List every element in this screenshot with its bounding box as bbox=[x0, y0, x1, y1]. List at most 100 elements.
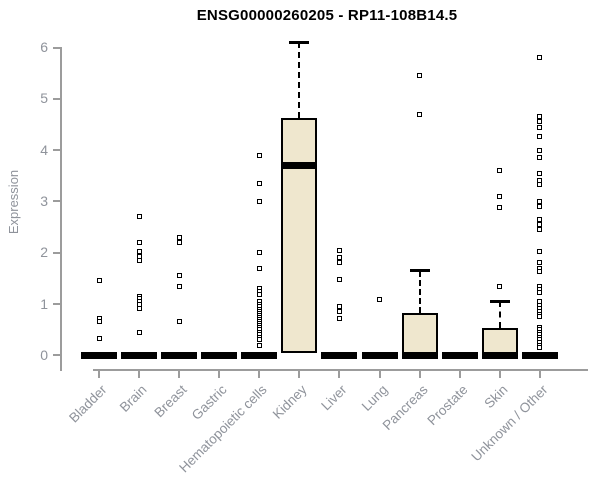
whisker-pancreas bbox=[418, 270, 421, 314]
outlier-point bbox=[537, 114, 543, 120]
outlier-point bbox=[537, 268, 543, 274]
outlier-point bbox=[417, 111, 423, 117]
outlier-point bbox=[537, 314, 543, 320]
median-brain bbox=[121, 351, 158, 359]
outlier-point bbox=[96, 318, 102, 324]
y-tick-label: 4 bbox=[40, 141, 48, 158]
outlier-point bbox=[537, 182, 543, 188]
whisker-skin bbox=[498, 301, 501, 329]
median-kidney bbox=[281, 161, 318, 169]
outlier-point bbox=[256, 342, 262, 348]
outlier-point bbox=[336, 304, 342, 310]
outlier-point bbox=[176, 234, 182, 240]
x-axis-tick bbox=[458, 370, 461, 378]
chart-title: ENSG00000260205 - RP11-108B14.5 bbox=[196, 7, 458, 24]
whisker-cap-skin bbox=[489, 299, 510, 303]
outlier-point bbox=[497, 168, 503, 174]
y-axis-line bbox=[60, 47, 62, 371]
outlier-point bbox=[537, 260, 543, 266]
y-tick-label: 5 bbox=[40, 90, 48, 107]
outlier-point bbox=[96, 278, 102, 284]
y-axis-tick bbox=[53, 251, 61, 254]
outlier-point bbox=[537, 227, 543, 233]
whisker-cap-kidney bbox=[289, 40, 310, 44]
outlier-point bbox=[136, 239, 142, 245]
outlier-point bbox=[256, 337, 262, 343]
outlier-point bbox=[537, 290, 543, 296]
y-axis-tick bbox=[53, 97, 61, 100]
outlier-point bbox=[537, 147, 543, 153]
outlier-point bbox=[176, 239, 182, 245]
x-axis-tick bbox=[338, 370, 341, 378]
y-axis-tick bbox=[53, 200, 61, 203]
outlier-point bbox=[537, 204, 543, 210]
median-bladder bbox=[81, 351, 117, 359]
outlier-point bbox=[136, 249, 142, 255]
box-pancreas bbox=[401, 313, 438, 356]
outlier-point bbox=[537, 221, 543, 227]
outlier-point bbox=[497, 283, 503, 289]
outlier-point bbox=[537, 119, 543, 125]
y-axis-tick bbox=[53, 354, 61, 357]
outlier-point bbox=[176, 273, 182, 279]
outlier-point bbox=[136, 329, 142, 335]
outlier-point bbox=[537, 198, 543, 204]
outlier-point bbox=[256, 265, 262, 271]
median-pancreas bbox=[401, 351, 438, 359]
median-lung bbox=[361, 351, 398, 359]
outlier-point bbox=[96, 336, 102, 342]
outlier-point bbox=[256, 152, 262, 158]
median-liver bbox=[321, 351, 358, 359]
x-axis-tick bbox=[418, 370, 421, 378]
outlier-point bbox=[256, 198, 262, 204]
y-axis-tick bbox=[53, 149, 61, 152]
y-tick-label: 2 bbox=[40, 244, 48, 261]
x-axis-tick bbox=[378, 370, 381, 378]
y-tick-label: 3 bbox=[40, 192, 48, 209]
median-hematopoietic-cells bbox=[241, 351, 278, 359]
outlier-point bbox=[537, 155, 543, 161]
x-axis-tick bbox=[218, 370, 221, 378]
x-axis-line bbox=[93, 369, 588, 371]
y-tick-label: 1 bbox=[40, 295, 48, 312]
outlier-point bbox=[537, 249, 543, 255]
outlier-point bbox=[256, 250, 262, 256]
outlier-point bbox=[256, 292, 262, 298]
outlier-point bbox=[537, 170, 543, 176]
outlier-point bbox=[136, 305, 142, 311]
x-axis-tick bbox=[298, 370, 301, 378]
outlier-point bbox=[497, 193, 503, 199]
x-axis-tick bbox=[538, 370, 541, 378]
x-axis-tick bbox=[498, 370, 501, 378]
outlier-point bbox=[136, 257, 142, 263]
x-axis-tick bbox=[258, 370, 261, 378]
outlier-point bbox=[537, 216, 543, 222]
x-axis-tick bbox=[138, 370, 141, 378]
outlier-point bbox=[256, 180, 262, 186]
median-breast bbox=[161, 351, 198, 359]
y-tick-label: 0 bbox=[40, 346, 48, 363]
whisker-kidney bbox=[298, 42, 301, 118]
outlier-point bbox=[336, 315, 342, 321]
median-skin bbox=[481, 351, 518, 359]
outlier-point bbox=[336, 247, 342, 253]
y-axis-tick bbox=[53, 46, 61, 49]
outlier-point bbox=[336, 276, 342, 282]
outlier-point bbox=[377, 297, 383, 303]
median-prostate bbox=[441, 351, 478, 359]
outlier-point bbox=[136, 214, 142, 220]
box-kidney bbox=[281, 117, 318, 353]
outlier-point bbox=[497, 205, 503, 211]
median-unknown-other bbox=[521, 351, 558, 359]
outlier-point bbox=[537, 55, 543, 61]
x-axis-tick bbox=[98, 370, 100, 378]
outlier-point bbox=[336, 309, 342, 315]
outlier-point bbox=[537, 124, 543, 130]
y-tick-label: 6 bbox=[40, 39, 48, 55]
median-gastric bbox=[201, 351, 238, 359]
outlier-point bbox=[537, 345, 543, 351]
outlier-point bbox=[336, 255, 342, 261]
outlier-point bbox=[537, 133, 543, 139]
